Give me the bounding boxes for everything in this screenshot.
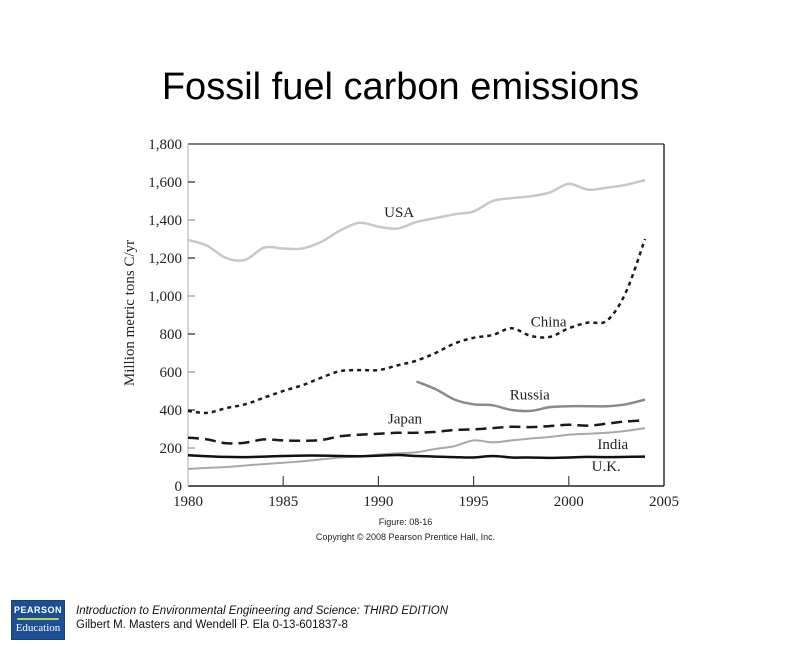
series-line-china [187, 238, 647, 415]
y-tick-label: 1,800 [148, 137, 182, 153]
x-tick-label: 1995 [459, 494, 489, 510]
logo-bottom-text: Education [15, 622, 61, 634]
y-axis-label: Million metric tons C/yr [122, 240, 138, 386]
chart-series [187, 178, 647, 470]
series-line-russia [416, 380, 646, 413]
series-line-india [187, 427, 646, 470]
logo-top-text: PEARSON [13, 605, 62, 615]
logo-swoosh-icon [17, 618, 59, 620]
y-tick-label: 1,600 [148, 175, 182, 191]
copyright-text: Copyright © 2008 Pearson Prentice Hall, … [315, 532, 496, 542]
series-labels: USA China Russia Japan India U.K. [384, 205, 628, 475]
series-label-china: China [531, 314, 567, 330]
series-label-russia: Russia [510, 388, 550, 404]
series-line-usa [187, 178, 646, 262]
series-label-usa: USA [384, 205, 414, 221]
y-tick-label: 1,000 [148, 289, 182, 305]
y-tick-label: 1,200 [148, 251, 182, 267]
series-line-japan [187, 419, 646, 445]
x-tick-label: 1980 [173, 494, 203, 510]
x-tick-label: 2005 [649, 494, 679, 510]
slide-title: Fossil fuel carbon emissions [161, 66, 640, 108]
series-line-uk [187, 453, 646, 460]
x-tick-label: 2000 [554, 494, 584, 510]
series-label-uk: U.K. [592, 459, 621, 475]
x-tick-label: 1990 [363, 494, 393, 510]
y-tick-label: 0 [175, 479, 183, 495]
chart-axes: 0 200 400 600 800 1,000 1,200 1,400 1,600 1,800 19… [122, 137, 679, 510]
y-tick-label: 400 [160, 403, 183, 419]
y-tick-label: 1,400 [148, 213, 182, 229]
y-tick-label: 600 [160, 365, 183, 381]
book-authors: Gilbert M. Masters and Wendell P. Ela 0-… [76, 619, 348, 631]
y-tick-label: 800 [160, 327, 183, 343]
figure-caption: Figure: 08-16 [378, 517, 433, 527]
y-tick-label: 200 [160, 441, 183, 457]
book-title: Introduction to Environmental Engineerin… [76, 605, 449, 617]
series-label-india: India [597, 437, 628, 453]
series-label-japan: Japan [388, 411, 423, 427]
pearson-education-logo: PEARSON Education [11, 600, 65, 640]
x-tick-label: 1985 [268, 494, 298, 510]
footer-citation: Introduction to Environmental Engineerin… [76, 604, 448, 632]
